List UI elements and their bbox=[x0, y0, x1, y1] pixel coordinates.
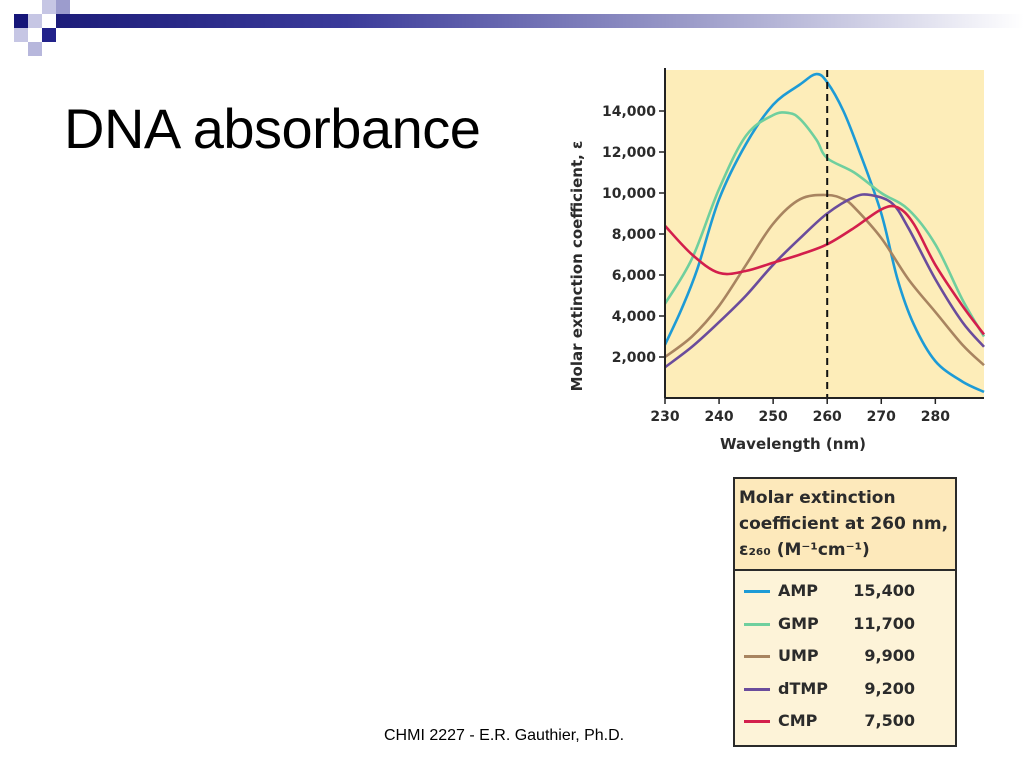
corner-square-light-3 bbox=[28, 42, 42, 56]
table-row-dtmp: dTMP 9,200 bbox=[735, 677, 955, 710]
table-heading: Molar extinction coefficient at 260 nm, … bbox=[735, 479, 955, 571]
x-tick-label: 230 bbox=[650, 409, 679, 425]
series-line-dtmp bbox=[664, 193, 985, 369]
series-line-cmp bbox=[664, 204, 986, 336]
header-gradient-bar bbox=[56, 14, 1024, 28]
compound-value: 7,500 bbox=[864, 711, 915, 730]
plot-background bbox=[665, 70, 984, 398]
corner-square-mid-2 bbox=[56, 0, 70, 14]
y-tick-label: 2,000 bbox=[612, 350, 657, 366]
table-row-ump: UMP 9,900 bbox=[735, 644, 955, 677]
table-row-cmp: CMP 7,500 bbox=[735, 709, 955, 742]
table-heading-symbol: ε₂₆₀ (M⁻¹cm⁻¹) bbox=[739, 540, 870, 560]
table-row-amp: AMP 15,400 bbox=[735, 579, 955, 612]
corner-square-navy-1 bbox=[14, 14, 28, 28]
y-tick-label: 6,000 bbox=[612, 268, 657, 284]
x-tick-label: 250 bbox=[759, 409, 788, 425]
extinction-coefficient-table: Molar extinction coefficient at 260 nm, … bbox=[733, 477, 957, 747]
x-tick-label: 270 bbox=[867, 409, 896, 425]
dtmp-line-swatch bbox=[744, 687, 770, 691]
compound-name: dTMP bbox=[778, 678, 829, 698]
y-tick-label: 12,000 bbox=[602, 145, 656, 161]
x-tick-label: 240 bbox=[704, 409, 733, 425]
slide-title: DNA absorbance bbox=[64, 97, 481, 160]
x-ticks: 230 240 250 260 270 280 bbox=[650, 398, 950, 425]
corner-square-light-2 bbox=[14, 28, 28, 42]
y-axis-label: Molar extinction coefficient, ε bbox=[568, 141, 586, 392]
compound-value: 11,700 bbox=[853, 613, 915, 633]
table-row-gmp: GMP 11,700 bbox=[735, 612, 955, 645]
gmp-line-swatch bbox=[744, 622, 770, 626]
table-heading-line-2: coefficient at 260 nm, bbox=[739, 514, 949, 534]
compound-name: UMP bbox=[778, 646, 819, 665]
x-tick-label: 260 bbox=[813, 409, 842, 425]
absorbance-chart: 230 240 250 260 270 280 2,000 4,000 6,000 8,000 1… bbox=[568, 68, 986, 453]
corner-square-navy-2 bbox=[42, 28, 56, 42]
y-tick-label: 4,000 bbox=[612, 309, 657, 325]
series-line-gmp bbox=[663, 111, 986, 338]
compound-value: 9,900 bbox=[864, 646, 915, 665]
compound-value: 15,400 bbox=[853, 581, 915, 600]
compound-value: 9,200 bbox=[864, 678, 915, 698]
series-line-ump bbox=[664, 193, 985, 367]
corner-square-light-1 bbox=[28, 14, 42, 28]
compound-name: CMP bbox=[778, 711, 818, 730]
corner-square-mid-1 bbox=[42, 0, 56, 14]
compound-name: GMP bbox=[778, 613, 819, 633]
x-axis-label: Wavelength (nm) bbox=[720, 435, 866, 453]
corner-square-light-4 bbox=[28, 28, 42, 42]
y-tick-label: 10,000 bbox=[602, 186, 656, 202]
amp-line-swatch bbox=[744, 590, 770, 593]
table-body: AMP 15,400 GMP 11,700 UMP 9,900 dTMP 9,2… bbox=[735, 571, 955, 745]
x-tick-label: 280 bbox=[921, 409, 950, 425]
y-ticks: 2,000 4,000 6,000 8,000 10,000 12,000 14,000 bbox=[602, 104, 665, 366]
y-tick-label: 14,000 bbox=[602, 104, 656, 120]
compound-name: AMP bbox=[778, 581, 819, 600]
table-heading-line-1: Molar extinction bbox=[739, 488, 896, 508]
ump-line-swatch bbox=[744, 655, 770, 658]
cmp-line-swatch bbox=[744, 720, 770, 723]
slide-footer: CHMI 2227 - E.R. Gauthier, Ph.D. bbox=[384, 727, 625, 744]
y-tick-label: 8,000 bbox=[612, 227, 657, 243]
